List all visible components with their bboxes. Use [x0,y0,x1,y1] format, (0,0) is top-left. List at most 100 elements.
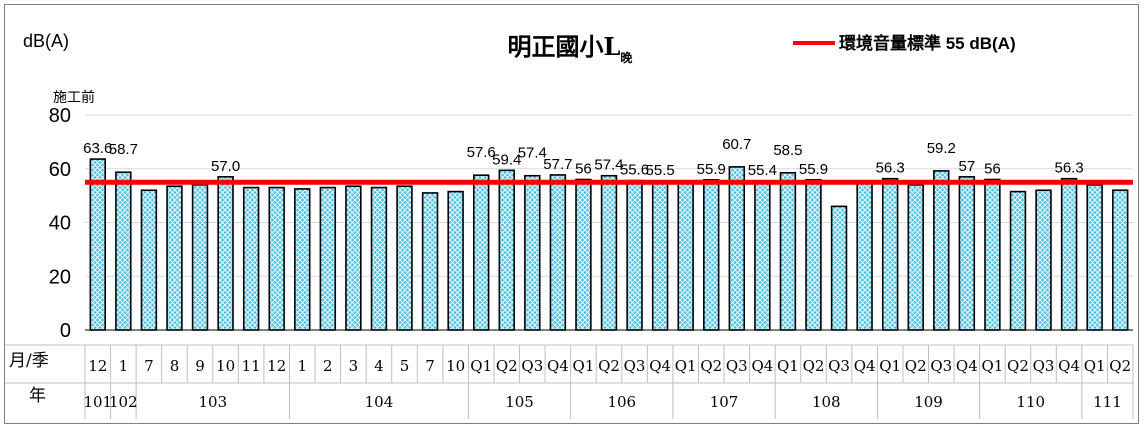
x-tick-label: Q1 [879,357,901,375]
x-tick-label: 8 [170,357,180,375]
legend: 環境音量標準 55 dB(A) [793,33,1016,53]
data-label: 59.4 [492,151,521,168]
y-tick-label: 0 [60,320,71,342]
bar [651,180,669,331]
year-label: 111 [1093,393,1122,411]
y-unit-label: dB(A) [23,31,69,51]
chart-title-main: 明正國小L [508,32,621,61]
x-tick-label: Q1 [470,357,492,375]
year-label: 105 [505,393,534,411]
year-row-label: 年 [29,386,46,406]
year-label: 106 [607,393,636,411]
legend-label: 環境音量標準 55 dB(A) [839,33,1016,53]
x-tick-label: 12 [88,357,107,375]
x-tick-label: 1 [297,357,307,375]
bar [370,186,388,331]
x-tick-label: Q2 [1007,357,1029,375]
bar [268,186,285,331]
bar [140,189,158,331]
bar [1112,189,1129,331]
bar [421,192,439,331]
data-label: 57.4 [518,145,547,162]
bar [703,178,720,331]
data-label: 55.4 [748,162,777,179]
data-label: 56 [984,161,1001,178]
x-tick-label: Q2 [598,357,620,375]
x-tick-label: Q4 [1058,357,1080,375]
x-tick-label: 10 [446,357,465,375]
year-label: 102 [109,393,138,411]
bar [447,190,464,331]
x-tick-label: Q4 [854,357,876,375]
data-label: 56.3 [876,160,905,177]
data-label: 60.7 [722,136,751,153]
data-label: 55.6 [620,162,649,179]
bar [89,158,106,331]
chart-frame: dB(A) 明正國小L晚 環境音量標準 55 dB(A) 施工前 0 20 40 60… [4,4,1139,424]
bar [115,171,132,331]
bar [345,185,362,331]
y-tick-label: 60 [49,159,71,181]
data-labels: 63.658.757.057.659.457.457.7 56 57.455.655… [83,136,1084,179]
x-tick-label: 7 [425,357,435,375]
data-label: 57 [959,158,976,175]
bar [1035,189,1052,331]
data-label: 58.5 [773,142,802,159]
bar [881,177,899,331]
bar [728,166,746,331]
x-tick-label: 1 [119,357,129,375]
bar [984,178,1001,331]
chart-title-subscript: 晚 [620,50,632,65]
bar [626,179,643,331]
bar [396,185,413,331]
bar [549,174,567,331]
bar [754,180,771,331]
x-tick-label: Q4 [751,357,773,375]
bar [933,170,950,331]
bar [1060,177,1078,331]
x-tick-label: Q2 [700,357,722,375]
bar [1086,184,1103,331]
chart-title: 明正國小L晚 [508,32,633,65]
data-label: 56 [575,161,592,178]
bar [498,169,515,331]
x-tick-label: Q2 [803,357,825,375]
x-tick-label: 11 [242,357,261,375]
x-tick-label: Q3 [521,357,543,375]
bar [600,174,618,331]
data-label: 55.9 [697,161,726,178]
bars [89,158,1129,331]
bar [1009,190,1027,331]
chart-canvas: dB(A) 明正國小L晚 環境音量標準 55 dB(A) 施工前 0 20 40 60… [5,31,1134,419]
x-tick-label: 9 [195,357,205,375]
bar [958,176,976,331]
year-label: 103 [198,393,227,411]
data-label: 57.0 [211,158,240,175]
x-tick-label: Q1 [675,357,697,375]
bar [217,176,234,331]
x-tick-label: Q4 [547,357,569,375]
x-tick-label: Q3 [624,357,646,375]
year-label: 108 [812,393,841,411]
period-row-label: 月/季 [9,351,49,371]
x-tick-label: Q4 [649,357,671,375]
x-tick-label: 12 [267,357,286,375]
x-tick-label: 3 [349,357,359,375]
data-label: 59.2 [927,140,956,157]
y-tick-label: 80 [49,105,71,127]
bar [677,181,694,331]
x-tick-label: Q4 [956,357,978,375]
x-tick-label: 5 [400,357,410,375]
pre-construction-annotation: 施工前 [53,89,95,106]
bar [242,186,260,331]
x-tick-label: Q2 [496,357,518,375]
data-label: 57.6 [467,144,496,161]
year-label: 110 [1016,393,1045,411]
x-tick-label: Q3 [1033,357,1055,375]
year-label: 109 [914,393,943,411]
x-tick-label: 4 [374,357,384,375]
bar [575,178,592,331]
x-tick-label: Q3 [828,357,850,375]
data-label: 55.9 [799,161,828,178]
bar [524,174,541,331]
